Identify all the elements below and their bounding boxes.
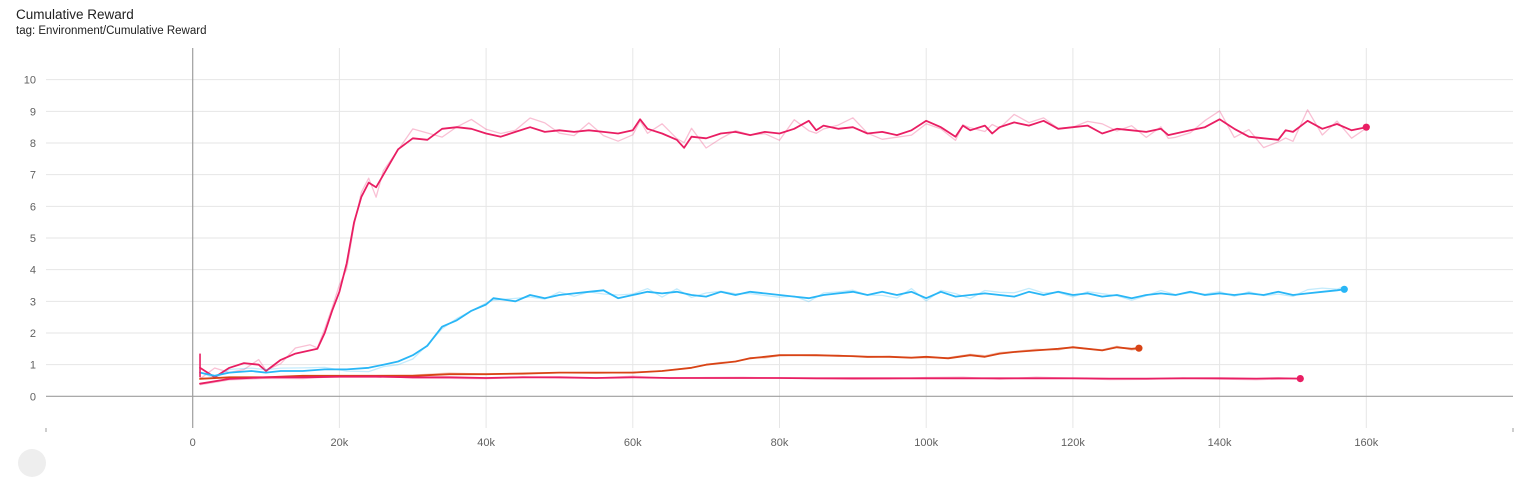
expand-button[interactable] [18, 449, 46, 477]
card-tag: tag: Environment/Cumulative Reward [16, 25, 207, 37]
y-tick-label: 3 [30, 296, 36, 308]
y-tick-label: 6 [30, 201, 36, 213]
series-line [199, 118, 1368, 379]
x-tick-label: 160k [1354, 437, 1378, 449]
series-end-marker [1340, 285, 1348, 293]
x-tick-label: 140k [1208, 437, 1232, 449]
axes [45, 48, 1514, 432]
y-tick-label: 0 [30, 391, 36, 403]
card-header: Cumulative Reward tag: Environment/Cumul… [16, 6, 206, 39]
series-end-marker [1135, 344, 1143, 352]
series-line [199, 375, 1302, 385]
series-line [199, 346, 1140, 380]
x-tick-label: 20k [331, 437, 349, 449]
x-tick-label: 100k [914, 437, 938, 449]
card-title: Cumulative Reward [16, 7, 134, 22]
x-tick-label: 60k [624, 437, 642, 449]
series-end-marker [1362, 123, 1370, 131]
y-tick-label: 9 [30, 106, 36, 118]
cumulative-reward-chart: 0 1 2 3 4 5 6 7 8 9 10 0 20k 40k 60k 80k 100k 120k 140k 160… [24, 48, 1514, 449]
y-tick-label: 5 [30, 233, 36, 245]
y-tick-label: 7 [30, 170, 36, 182]
x-tick-label: 0 [190, 437, 196, 449]
x-tick-label: 80k [771, 437, 789, 449]
series-end-marker [1296, 375, 1304, 383]
series-raw-line [199, 109, 1367, 380]
grid [46, 48, 1513, 428]
x-tick-label: 40k [477, 437, 495, 449]
y-tick-label: 2 [30, 328, 36, 340]
tick-labels: 0 1 2 3 4 5 6 7 8 9 10 0 20k 40k 60k 80k 100k 120k 140k 160… [24, 75, 1379, 449]
series-lines [199, 109, 1370, 386]
series-line [199, 288, 1346, 377]
x-tick-label: 120k [1061, 437, 1085, 449]
y-tick-label: 1 [30, 360, 36, 372]
y-tick-label: 4 [30, 265, 36, 277]
y-tick-label: 8 [30, 138, 36, 150]
y-tick-label: 10 [24, 75, 36, 87]
